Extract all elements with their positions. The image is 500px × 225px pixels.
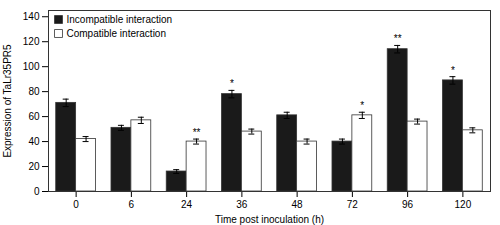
svg-text:120: 120 — [455, 199, 472, 210]
svg-text:120: 120 — [23, 36, 40, 47]
svg-text:100: 100 — [23, 61, 40, 72]
svg-text:36: 36 — [236, 199, 248, 210]
svg-text:72: 72 — [347, 199, 359, 210]
svg-text:0: 0 — [34, 186, 40, 197]
svg-text:24: 24 — [181, 199, 193, 210]
svg-text:0: 0 — [73, 199, 79, 210]
svg-text:48: 48 — [292, 199, 304, 210]
svg-text:Time post inoculation (h): Time post inoculation (h) — [215, 214, 324, 225]
svg-text:Expression of TaLr35PR5: Expression of TaLr35PR5 — [2, 44, 13, 158]
svg-text:Incompatible interaction: Incompatible interaction — [67, 14, 173, 25]
svg-text:20: 20 — [28, 161, 40, 172]
svg-text:80: 80 — [28, 86, 40, 97]
svg-text:140: 140 — [23, 11, 40, 22]
svg-text:*: * — [230, 78, 234, 89]
svg-text:60: 60 — [28, 111, 40, 122]
svg-text:Compatible interaction: Compatible interaction — [67, 28, 167, 39]
svg-text:40: 40 — [28, 136, 40, 147]
svg-text:*: * — [451, 65, 455, 76]
svg-text:*: * — [360, 100, 364, 111]
svg-text:96: 96 — [402, 199, 414, 210]
svg-text:**: ** — [193, 127, 201, 138]
svg-text:**: ** — [394, 33, 402, 44]
svg-text:6: 6 — [129, 199, 135, 210]
